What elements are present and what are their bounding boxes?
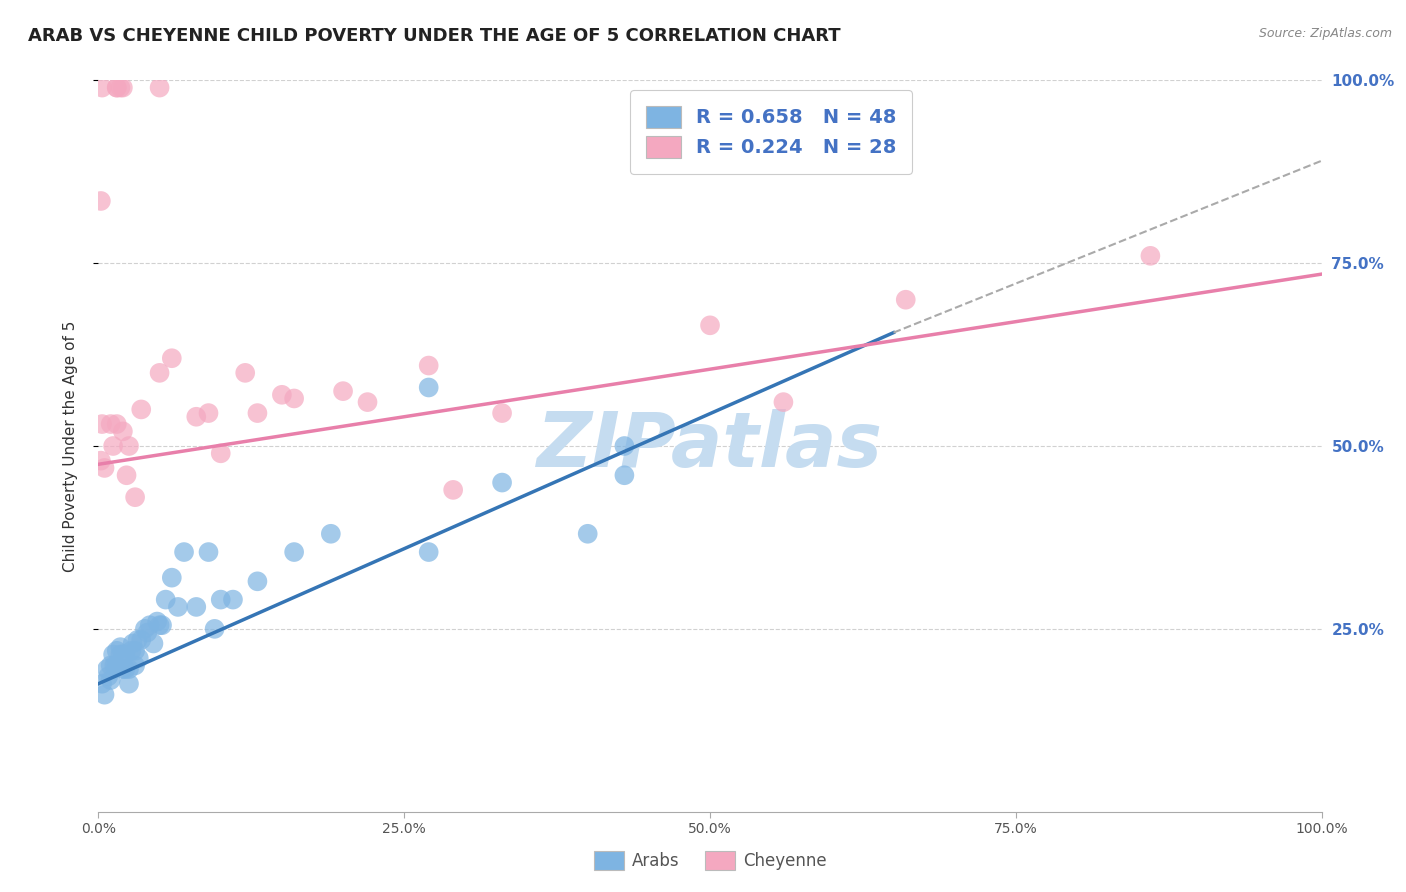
Point (209, 446, 232, 460)
Point (772, 395, 794, 409)
Point (418, 545, 440, 559)
Point (129, 632, 152, 647)
Point (111, 425, 134, 439)
Point (197, 545, 219, 559)
Point (96, 662, 118, 676)
Point (136, 625, 159, 640)
Point (100, 673, 122, 687)
Point (115, 468, 138, 483)
Point (142, 636, 165, 650)
Point (491, 406, 513, 420)
Point (111, 662, 134, 676)
Point (111, 80, 134, 95)
Text: Source: ZipAtlas.com: Source: ZipAtlas.com (1258, 27, 1392, 40)
Point (114, 662, 136, 676)
Point (91, 676, 114, 690)
Point (105, 80, 128, 95)
Point (91, 417, 114, 431)
Point (105, 658, 128, 673)
Point (150, 618, 173, 632)
Point (139, 618, 162, 632)
Point (93, 688, 115, 702)
Point (246, 574, 269, 589)
Point (128, 651, 150, 665)
Point (222, 592, 245, 607)
Point (124, 490, 146, 504)
Y-axis label: Child Poverty Under the Age of 5: Child Poverty Under the Age of 5 (63, 320, 77, 572)
Text: ARAB VS CHEYENNE CHILD POVERTY UNDER THE AGE OF 5 CORRELATION CHART: ARAB VS CHEYENNE CHILD POVERTY UNDER THE… (28, 27, 841, 45)
Point (894, 293, 917, 307)
Point (90, 453, 112, 467)
Point (118, 439, 141, 453)
Point (121, 636, 143, 650)
Point (613, 468, 636, 483)
Point (233, 366, 256, 380)
Point (100, 658, 122, 673)
Point (146, 615, 169, 629)
Point (160, 351, 183, 366)
Point (418, 359, 440, 373)
Point (118, 662, 141, 676)
Point (160, 571, 183, 585)
Point (197, 406, 219, 420)
Point (441, 483, 464, 497)
Point (283, 545, 305, 559)
Point (93, 461, 115, 475)
Point (105, 417, 128, 431)
Point (105, 80, 128, 95)
Point (129, 402, 152, 417)
Point (246, 406, 269, 420)
Point (149, 618, 172, 632)
Point (124, 658, 146, 673)
Point (149, 80, 172, 95)
Point (418, 380, 440, 394)
Point (110, 640, 132, 655)
Point (186, 599, 208, 614)
Point (173, 545, 195, 559)
Point (332, 384, 354, 399)
Point (114, 648, 136, 662)
Point (120, 644, 142, 658)
Point (491, 475, 513, 490)
Point (270, 388, 294, 402)
Point (167, 599, 190, 614)
Point (124, 644, 146, 658)
Point (155, 592, 177, 607)
Point (118, 676, 141, 690)
Point (100, 417, 122, 431)
Point (1139, 249, 1161, 263)
Point (91, 80, 114, 95)
Point (149, 366, 172, 380)
Point (134, 622, 156, 636)
Point (103, 658, 125, 673)
Point (699, 318, 721, 333)
Point (204, 622, 226, 636)
Point (101, 648, 124, 662)
Point (356, 395, 378, 409)
Point (186, 409, 208, 424)
Point (127, 632, 149, 647)
Point (105, 644, 128, 658)
Point (319, 526, 342, 541)
Point (209, 592, 232, 607)
Point (90, 194, 112, 208)
Point (110, 80, 132, 95)
Point (101, 439, 124, 453)
Text: ZIPatlas: ZIPatlas (537, 409, 883, 483)
Legend: Arabs, Cheyenne: Arabs, Cheyenne (586, 844, 834, 877)
Point (97, 669, 120, 683)
Point (576, 526, 599, 541)
Point (613, 439, 636, 453)
Point (111, 648, 134, 662)
Point (283, 392, 305, 406)
Point (110, 648, 132, 662)
